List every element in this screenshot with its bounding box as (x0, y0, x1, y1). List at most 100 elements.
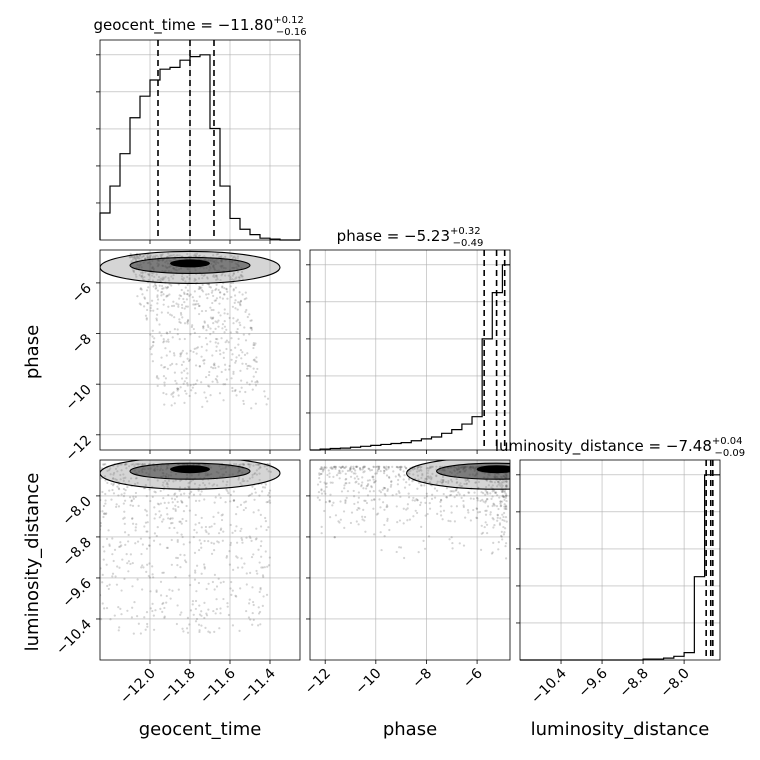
scatter-geocent-time-phase-point-500 (155, 375, 159, 378)
scatter-geocent-time-luminosity-distance-point-387 (219, 496, 222, 499)
scatter-geocent-time-luminosity-distance-point-720 (110, 482, 113, 485)
scatter-phase-luminosity-distance-point-0 (422, 539, 425, 542)
scatter-geocent-time-phase-point-382 (156, 289, 159, 292)
scatter-geocent-time-luminosity-distance-point-524 (141, 564, 144, 567)
scatter-geocent-time-phase-point-645 (141, 271, 144, 274)
scatter-geocent-time-phase-point-12 (214, 274, 217, 277)
scatter-geocent-time-phase-point-73 (142, 255, 145, 258)
scatter-geocent-time-luminosity-distance-point-513 (260, 555, 263, 558)
scatter-phase-luminosity-distance-point-784 (499, 504, 503, 507)
scatter-geocent-time-phase-point-579 (153, 275, 156, 279)
scatter-geocent-time-luminosity-distance-point-722 (141, 463, 144, 466)
scatter-geocent-time-phase-point-377 (163, 277, 166, 280)
scatter-geocent-time-phase-point-327 (182, 278, 185, 282)
scatter-geocent-time-luminosity-distance-point-88 (178, 489, 181, 492)
scatter-geocent-time-luminosity-distance-point-885 (197, 581, 201, 585)
scatter-geocent-time-luminosity-distance-point-231 (146, 530, 149, 533)
scatter-geocent-time-phase-point-555 (172, 253, 175, 257)
scatter-geocent-time-phase-point-81 (215, 349, 218, 353)
scatter-geocent-time-phase-point-569 (205, 329, 208, 332)
scatter-geocent-time-phase-point-264 (206, 400, 209, 403)
scatter-geocent-time-phase-point-96 (243, 326, 246, 329)
scatter-geocent-time-luminosity-distance-point-525 (217, 577, 220, 580)
scatter-phase-luminosity-distance-point-88 (412, 515, 415, 518)
scatter-geocent-time-luminosity-distance-point-155 (108, 583, 111, 586)
scatter-phase-luminosity-distance-point-255 (386, 488, 389, 491)
scatter-geocent-time-phase-point-90 (249, 326, 252, 329)
scatter-geocent-time-luminosity-distance-point-186 (226, 480, 229, 483)
scatter-geocent-time-luminosity-distance-point-234 (213, 630, 216, 633)
scatter-geocent-time-luminosity-distance-point-577 (181, 501, 184, 504)
scatter-phase-luminosity-distance-point-485 (363, 465, 366, 468)
scatter-geocent-time-luminosity-distance-point-624 (194, 620, 198, 623)
scatter-geocent-time-luminosity-distance-point-313 (148, 544, 151, 547)
scatter-geocent-time-luminosity-distance-point-92 (120, 469, 123, 472)
scatter-geocent-time-luminosity-distance-point-547 (200, 572, 203, 575)
scatter-geocent-time-phase-point-721 (235, 356, 238, 359)
scatter-geocent-time-luminosity-distance-point-739 (248, 602, 251, 605)
scatter-phase-luminosity-distance-point-761 (330, 466, 333, 469)
scatter-geocent-time-phase-point-145 (244, 310, 247, 313)
scatter-phase-luminosity-distance-point-553 (435, 482, 438, 485)
scatter-phase-luminosity-distance-point-756 (496, 480, 500, 484)
scatter-geocent-time-phase-point-840 (167, 305, 170, 308)
scatter-geocent-time-luminosity-distance-point-517 (114, 478, 117, 481)
scatter-phase-luminosity-distance-point-272 (377, 465, 380, 468)
scatter-geocent-time-luminosity-distance-point-260 (102, 504, 106, 508)
scatter-phase-luminosity-distance-point-766 (451, 541, 454, 545)
scatter-phase-luminosity-distance-point-662 (360, 485, 363, 488)
scatter-geocent-time-luminosity-distance-point-893 (235, 525, 238, 528)
scatter-phase-luminosity-distance-point-35 (353, 477, 356, 480)
scatter-phase-luminosity-distance-point-81 (316, 483, 320, 486)
scatter-geocent-time-phase-point-328 (151, 279, 155, 282)
scatter-geocent-time-luminosity-distance-point-516 (104, 499, 107, 502)
scatter-geocent-time-luminosity-distance-point-691 (105, 512, 108, 515)
scatter-geocent-time-luminosity-distance-point-27 (103, 550, 106, 553)
scatter-geocent-time-luminosity-distance-point-355 (165, 546, 169, 549)
scatter-geocent-time-phase-core (170, 259, 210, 268)
scatter-geocent-time-luminosity-distance-point-73 (192, 493, 196, 496)
title-geocent-time: geocent_time = −11.80+0.12 −0.16 (93, 15, 306, 38)
scatter-geocent-time-phase-point-525 (266, 397, 270, 400)
scatter-geocent-time-phase-point-815 (141, 276, 144, 279)
scatter-geocent-time-luminosity-distance-point-141 (191, 600, 195, 603)
scatter-geocent-time-luminosity-distance-point-415 (256, 463, 260, 466)
scatter-geocent-time-phase-point-156 (146, 257, 149, 260)
scatter-geocent-time-luminosity-distance-point-775 (131, 517, 134, 520)
scatter-phase-luminosity-distance-point-837 (325, 482, 328, 485)
scatter-phase-luminosity-distance-point-459 (402, 470, 405, 473)
scatter-phase-luminosity-distance-point-366 (419, 501, 423, 504)
scatter-phase-luminosity-distance-point-889 (477, 511, 480, 514)
scatter-geocent-time-luminosity-distance-point-779 (137, 463, 140, 466)
scatter-geocent-time-phase-point-678 (216, 321, 219, 324)
scatter-geocent-time-phase-point-772 (180, 377, 184, 380)
scatter-geocent-time-luminosity-distance-point-821 (207, 540, 210, 543)
scatter-geocent-time-phase-point-695 (202, 325, 205, 328)
scatter-geocent-time-luminosity-distance-point-509 (126, 562, 129, 565)
scatter-geocent-time-luminosity-distance-point-53 (113, 614, 116, 617)
scatter-phase-luminosity-distance-point-855 (416, 487, 419, 490)
scatter-geocent-time-phase-point-551 (233, 389, 237, 393)
scatter-phase-luminosity-distance-point-341 (329, 481, 332, 484)
scatter-phase-luminosity-distance-point-533 (428, 467, 431, 470)
scatter-phase-luminosity-distance-point-372 (383, 508, 386, 511)
scatter-geocent-time-luminosity-distance-point-193 (262, 575, 265, 579)
scatter-phase-luminosity-distance-point-896 (402, 478, 405, 481)
scatter-geocent-time-luminosity-distance-point-196 (194, 523, 197, 526)
scatter-geocent-time-luminosity-distance-point-79 (120, 493, 123, 496)
scatter-phase-luminosity-distance-point-65 (412, 473, 415, 476)
scatter-geocent-time-luminosity-distance-point-433 (198, 613, 202, 616)
scatter-geocent-time-phase-point-568 (151, 256, 154, 259)
scatter-geocent-time-phase-point-247 (203, 273, 206, 277)
scatter-geocent-time-phase-point-58 (179, 352, 182, 355)
scatter-geocent-time-luminosity-distance-point-657 (103, 607, 106, 610)
scatter-geocent-time-phase-point-203 (205, 293, 208, 296)
scatter-phase-luminosity-distance-point-674 (367, 483, 370, 486)
scatter-phase-luminosity-distance-point-588 (484, 509, 487, 513)
scatter-phase-luminosity-distance-point-319 (429, 465, 432, 468)
scatter-geocent-time-luminosity-distance-point-386 (186, 616, 190, 619)
scatter-phase-luminosity-distance-point-720 (497, 483, 500, 486)
scatter-geocent-time-phase-point-225 (181, 306, 184, 309)
scatter-phase-luminosity-distance-point-575 (425, 467, 428, 470)
scatter-geocent-time-phase-point-883 (239, 348, 243, 352)
